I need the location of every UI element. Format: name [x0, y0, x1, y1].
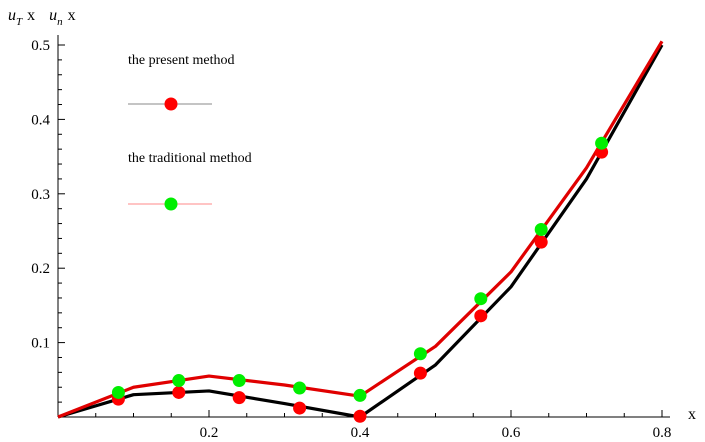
- y-axis-label: uT x un x: [8, 7, 76, 28]
- y-tick-label: 0.1: [31, 336, 50, 352]
- data-point-1: [534, 223, 548, 237]
- data-point-0: [474, 309, 488, 323]
- data-point-0: [534, 235, 548, 249]
- x-tick-label: 0.2: [200, 425, 219, 441]
- series-line-1: [57, 40, 664, 419]
- y-tick-label: 0.5: [31, 38, 50, 54]
- data-point-1: [474, 292, 488, 306]
- y-tick-label: 0.2: [31, 261, 50, 277]
- series-lines: [57, 40, 664, 419]
- data-point-1: [172, 374, 186, 388]
- data-point-0: [232, 391, 246, 405]
- axes: 0.2 0.4 0.6 0.8 0.1 0.2 0.3 0.4 0.5: [31, 35, 671, 441]
- x-tick-label: 0.6: [502, 425, 521, 441]
- series-markers: [111, 136, 609, 423]
- y-label-x1: x: [27, 7, 35, 24]
- x-axis-label: x: [688, 406, 696, 423]
- data-point-0: [293, 401, 307, 415]
- x-tick-label: 0.8: [653, 425, 672, 441]
- data-point-0: [595, 145, 609, 159]
- y-tick-label: 0.3: [31, 187, 50, 203]
- y-label-sub-n: n: [57, 16, 63, 28]
- legend-marker-traditional: [164, 197, 178, 211]
- y-ticks: 0.1 0.2 0.3 0.4 0.5: [31, 38, 65, 403]
- legend-label-present: the present method: [128, 53, 235, 68]
- x-tick-label: 0.4: [351, 425, 370, 441]
- legend-marker-present: [164, 97, 178, 111]
- y-label-x2: x: [68, 7, 76, 24]
- data-point-1: [232, 374, 246, 388]
- data-point-1: [595, 136, 609, 150]
- data-point-1: [293, 381, 307, 395]
- data-point-0: [353, 409, 367, 423]
- y-label-u1: u: [8, 7, 16, 24]
- x-ticks: 0.2 0.4 0.6 0.8: [95, 410, 672, 441]
- data-point-0: [413, 366, 427, 380]
- y-tick-label: 0.4: [31, 112, 50, 128]
- data-point-1: [111, 385, 125, 399]
- legend-label-traditional: the traditional method: [128, 151, 252, 166]
- data-point-1: [353, 388, 367, 402]
- y-label-sub-t: T: [16, 16, 23, 28]
- data-point-0: [172, 385, 186, 399]
- series-line-0: [57, 44, 664, 419]
- y-label-u2: u: [49, 7, 57, 24]
- data-point-1: [413, 347, 427, 361]
- legend: the present method the traditional metho…: [128, 53, 252, 211]
